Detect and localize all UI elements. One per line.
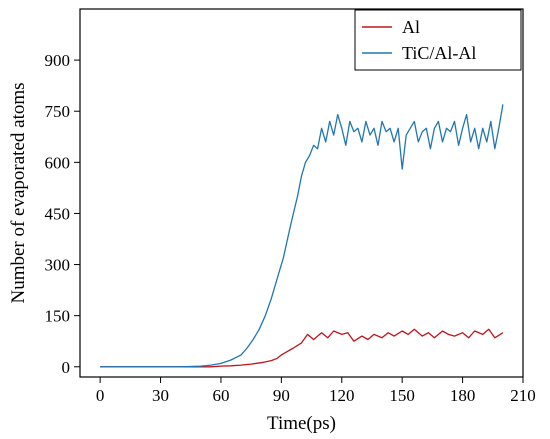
x-tick-label: 210 xyxy=(510,386,536,405)
x-axis-ticks: 0 30 60 90 120 150 180 210 xyxy=(96,377,536,405)
y-tick-label: 0 xyxy=(62,358,71,377)
y-tick-label: 900 xyxy=(45,51,71,70)
legend-label-al: Al xyxy=(402,17,420,37)
plot-area xyxy=(79,8,524,378)
y-tick-label: 300 xyxy=(45,256,71,275)
legend: Al TiC/Al-Al xyxy=(354,9,522,71)
y-tick-label: 150 xyxy=(45,307,71,326)
plot-frame xyxy=(79,8,524,378)
y-axis-title: Number of evaporated atoms xyxy=(8,82,29,303)
y-tick-label: 600 xyxy=(45,153,71,172)
x-tick-label: 0 xyxy=(96,386,105,405)
legend-label-tic-al-al: TiC/Al-Al xyxy=(402,43,476,63)
y-tick-label: 450 xyxy=(45,204,71,223)
x-tick-label: 30 xyxy=(152,386,169,405)
x-tick-label: 120 xyxy=(329,386,355,405)
series-line-tic-al-al xyxy=(100,104,504,368)
x-tick-label: 150 xyxy=(389,386,415,405)
x-tick-label: 90 xyxy=(273,386,290,405)
y-axis-ticks: 0 150 300 450 600 750 900 xyxy=(45,51,80,377)
x-tick-label: 60 xyxy=(212,386,229,405)
series-line-al xyxy=(100,328,504,368)
series-lines xyxy=(100,104,504,368)
x-axis-title: Time(ps) xyxy=(267,413,336,434)
x-tick-label: 180 xyxy=(450,386,476,405)
legend-box xyxy=(354,9,522,71)
y-tick-label: 750 xyxy=(45,102,71,121)
